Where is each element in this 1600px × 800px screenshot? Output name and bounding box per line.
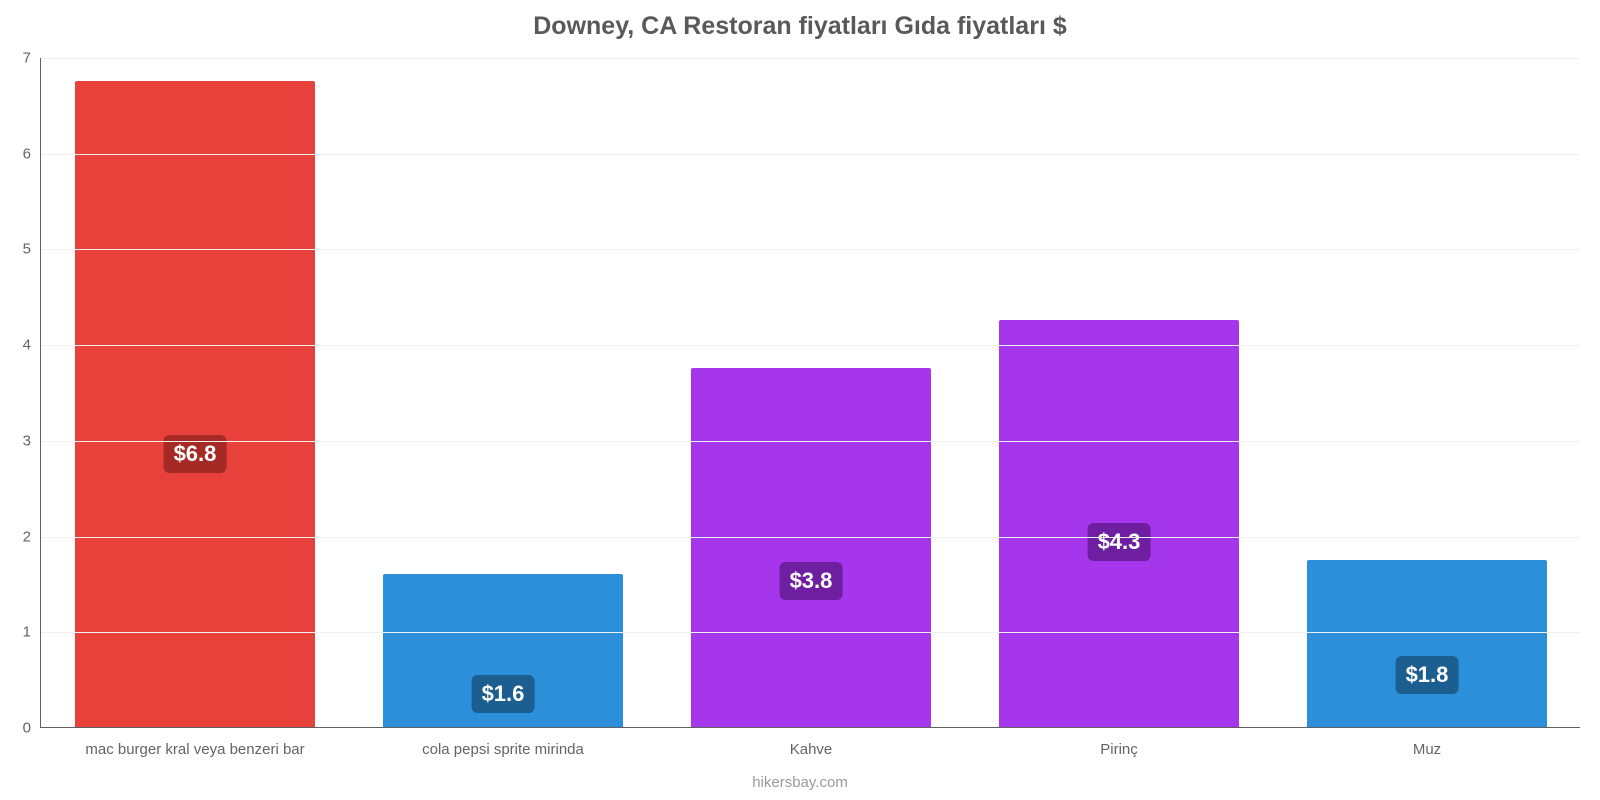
gridline: [41, 632, 1580, 633]
y-tick-label: 2: [23, 528, 31, 545]
bar: $6.8: [75, 81, 315, 727]
chart-title: Downey, CA Restoran fiyatları Gıda fiyat…: [0, 12, 1600, 41]
x-category-label: Kahve: [790, 727, 833, 758]
value-badge: $4.3: [1088, 523, 1151, 561]
x-category-label: mac burger kral veya benzeri bar: [85, 727, 304, 758]
gridline: [41, 249, 1580, 250]
x-category-label: cola pepsi sprite mirinda: [422, 727, 584, 758]
y-tick-label: 1: [23, 624, 31, 641]
bar-slot: $4.3Pirinç: [965, 58, 1273, 727]
bar-slot: $1.8Muz: [1273, 58, 1581, 727]
bar: $1.6: [383, 574, 623, 727]
gridline: [41, 537, 1580, 538]
gridline: [41, 58, 1580, 59]
bar-slot: $1.6cola pepsi sprite mirinda: [349, 58, 657, 727]
value-badge: $1.6: [472, 675, 535, 713]
gridline: [41, 345, 1580, 346]
y-tick-label: 3: [23, 432, 31, 449]
gridline: [41, 441, 1580, 442]
y-tick-label: 4: [23, 337, 31, 354]
price-bar-chart: Downey, CA Restoran fiyatları Gıda fiyat…: [0, 0, 1600, 800]
value-badge: $1.8: [1396, 656, 1459, 694]
bars-layer: $6.8mac burger kral veya benzeri bar$1.6…: [41, 58, 1580, 727]
bar: $3.8: [691, 368, 931, 727]
bar: $1.8: [1307, 560, 1547, 728]
bar: $4.3: [999, 320, 1239, 727]
bar-slot: $6.8mac burger kral veya benzeri bar: [41, 58, 349, 727]
x-category-label: Pirinç: [1100, 727, 1138, 758]
plot-area: $6.8mac burger kral veya benzeri bar$1.6…: [40, 58, 1580, 728]
value-badge: $3.8: [780, 562, 843, 600]
y-tick-label: 7: [23, 50, 31, 67]
y-tick-label: 0: [23, 720, 31, 737]
y-tick-label: 6: [23, 145, 31, 162]
gridline: [41, 154, 1580, 155]
x-category-label: Muz: [1413, 727, 1441, 758]
bar-slot: $3.8Kahve: [657, 58, 965, 727]
source-label: hikersbay.com: [0, 774, 1600, 791]
y-tick-label: 5: [23, 241, 31, 258]
